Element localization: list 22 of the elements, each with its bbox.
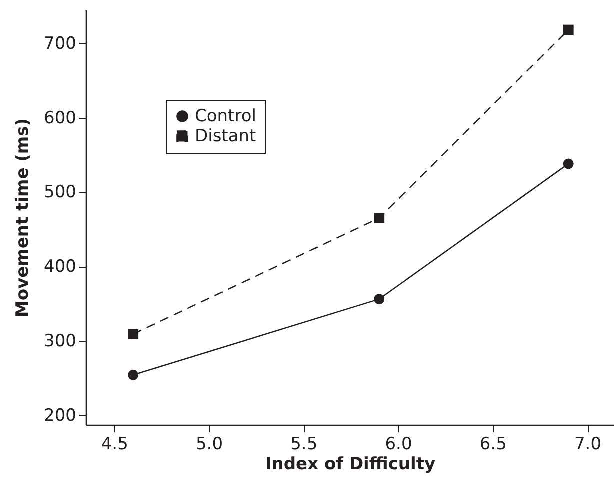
x-axis-title: Index of Difficulty [265,454,436,474]
x-tick-label: 7.0 [574,434,602,454]
legend-label: Distant [195,126,257,146]
y-tick-label: 500 [44,182,76,203]
point [563,24,574,36]
x-tick-label: 6.5 [480,434,507,454]
y-tick-label: 700 [44,34,76,54]
y-axis-title: Movement time (ms) [13,118,34,318]
x-tick-label: 5.5 [290,434,318,454]
x-tick-label: 5.0 [196,434,224,454]
point [563,158,574,170]
point [374,294,385,305]
point [128,329,139,340]
legend-label: Control [195,106,256,126]
point [374,213,385,224]
x-tick-label: 4.5 [101,434,128,454]
x-tick-label: 6.0 [385,434,412,454]
y-tick-label: 200 [44,406,76,426]
y-tick-label: 600 [44,108,76,128]
point [128,370,139,380]
y-tick-label: 300 [44,331,76,352]
y-tick-label: 400 [44,257,76,278]
